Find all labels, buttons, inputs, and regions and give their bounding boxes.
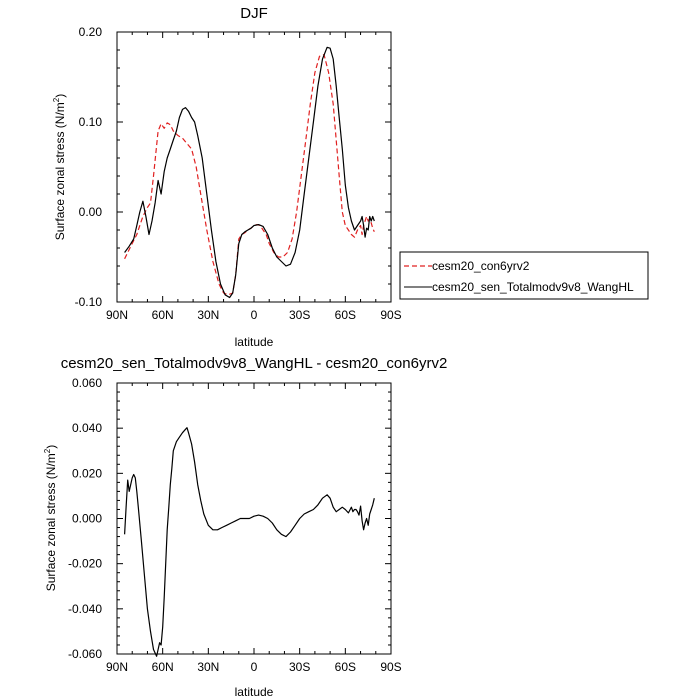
x-tick-label: 90S	[380, 660, 401, 674]
x-tick-label: 30S	[289, 660, 310, 674]
y-axis-label-close: )	[44, 445, 58, 449]
x-tick-label: 60S	[335, 660, 356, 674]
x-axis-label: latitude	[235, 335, 274, 349]
x-tick-label: 60N	[152, 660, 174, 674]
x-tick-label: 30N	[197, 660, 219, 674]
x-tick-label: 0	[251, 308, 258, 322]
y-axis-label-close: )	[53, 94, 67, 98]
top-chart-ticks	[116, 31, 392, 303]
x-tick-label: 0	[251, 660, 258, 674]
x-tick-label: 60N	[152, 308, 174, 322]
y-tick-label: 0.20	[79, 25, 103, 39]
y-tick-label: 0.060	[72, 376, 102, 390]
bottom-chart-ticks	[116, 382, 392, 655]
chart-title: cesm20_sen_Totalmodv9v8_WangHL - cesm20_…	[61, 355, 448, 372]
x-tick-label: 90N	[106, 308, 128, 322]
legend: cesm20_con6yrv2 cesm20_sen_Totalmodv9v8_…	[399, 251, 649, 300]
top-chart: DJF 90N 60N 30N 0 30S 60S 90S -0.10 0.00 0.10 0.20…	[52, 5, 402, 349]
x-tick-label: 60S	[335, 308, 356, 322]
y-axis-label: Surface zonal stress (N/m2)	[52, 94, 67, 241]
legend-box	[399, 251, 649, 300]
top-chart-frame	[116, 31, 392, 303]
top-chart-tick-labels: 90N 60N 30N 0 30S 60S 90S -0.10 0.00 0.10 0.20	[75, 25, 402, 322]
y-tick-label: 0.10	[79, 115, 103, 129]
y-tick-label: 0.040	[72, 421, 102, 435]
x-tick-label: 90S	[380, 308, 401, 322]
y-tick-label: -0.020	[68, 557, 102, 571]
x-tick-label: 30N	[197, 308, 219, 322]
bottom-chart-series	[124, 427, 375, 657]
y-tick-label: 0.000	[72, 512, 102, 526]
x-tick-label: 30S	[289, 308, 310, 322]
x-tick-label: 90N	[106, 660, 128, 674]
y-tick-label: -0.040	[68, 602, 102, 616]
y-axis-label-main: Surface zonal stress (N/m	[44, 453, 58, 591]
series-line-cesm20_con6yrv2	[124, 53, 375, 296]
bottom-chart-tick-labels: 90N 60N 30N 0 30S 60S 90S -0.060 -0.040 -0.020 0.0…	[68, 376, 402, 674]
series-line-cesm20_sen_Totalmodv9v8_WangHL	[124, 46, 375, 299]
y-tick-label: 0.00	[79, 205, 103, 219]
y-axis-label-sup: 2	[43, 448, 52, 453]
y-tick-label: 0.020	[72, 466, 102, 480]
y-axis-label-sup: 2	[52, 97, 61, 102]
bottom-chart-frame	[116, 382, 392, 655]
legend-label-sen: cesm20_sen_Totalmodv9v8_WangHL	[432, 280, 634, 294]
y-axis-label-main: Surface zonal stress (N/m	[53, 102, 67, 240]
legend-label-con6yrv2: cesm20_con6yrv2	[432, 259, 530, 273]
y-tick-label: -0.060	[68, 647, 102, 661]
top-chart-series	[124, 46, 375, 299]
x-axis-label: latitude	[235, 685, 274, 699]
y-axis-label: Surface zonal stress (N/m2)	[43, 445, 58, 592]
chart-title: DJF	[240, 5, 268, 22]
y-tick-label: -0.10	[75, 295, 103, 309]
bottom-chart: cesm20_sen_Totalmodv9v8_WangHL - cesm20_…	[43, 355, 447, 699]
series-line-difference	[124, 427, 375, 657]
